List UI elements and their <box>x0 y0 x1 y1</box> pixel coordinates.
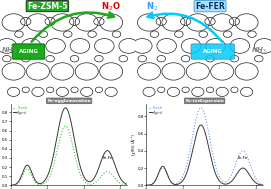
Aged <box>199 124 203 126</box>
Fresh <box>159 169 162 171</box>
Aged <box>94 174 98 176</box>
Aged <box>64 107 67 109</box>
Aged <box>218 180 222 183</box>
Text: Fe-Fe: Fe-Fe <box>238 156 248 160</box>
Line: Aged: Aged <box>11 108 127 185</box>
Y-axis label: |χ(R)| (Å⁻³): |χ(R)| (Å⁻³) <box>0 134 1 155</box>
Fresh <box>23 170 27 172</box>
Text: Fe-O: Fe-O <box>61 100 70 104</box>
Text: AGING: AGING <box>18 49 38 54</box>
Line: Aged: Aged <box>146 125 263 185</box>
Text: Fe-O: Fe-O <box>196 100 205 104</box>
FancyBboxPatch shape <box>12 44 45 59</box>
Aged <box>55 136 59 138</box>
Aged <box>126 183 129 186</box>
Fresh <box>191 136 194 138</box>
Fresh <box>64 125 67 127</box>
Text: NH$_3$: NH$_3$ <box>251 46 267 56</box>
Aged <box>183 177 186 179</box>
Legend: Fresh, Aged: Fresh, Aged <box>148 106 164 115</box>
Fresh <box>126 184 129 186</box>
Line: Fresh: Fresh <box>146 108 263 185</box>
Aged <box>83 177 86 179</box>
Text: Fe-Fe: Fe-Fe <box>102 156 112 160</box>
Aged <box>229 181 232 183</box>
Fresh <box>145 184 148 186</box>
Fresh <box>218 177 222 179</box>
Text: Fe-FER: Fe-FER <box>195 2 225 11</box>
Legend: Fresh, Aged: Fresh, Aged <box>13 106 28 115</box>
Fresh <box>199 107 203 109</box>
Fresh <box>261 183 264 186</box>
Fresh <box>47 177 50 180</box>
Fresh <box>229 175 232 177</box>
Text: N$_2$O: N$_2$O <box>101 1 121 13</box>
Text: Fe-ZSM-5: Fe-ZSM-5 <box>27 2 67 11</box>
Fresh <box>55 150 59 153</box>
Title: Fe-agglomeration: Fe-agglomeration <box>47 99 91 103</box>
Aged <box>93 175 97 177</box>
Text: N$_2$: N$_2$ <box>146 1 158 13</box>
Aged <box>261 184 264 186</box>
Aged <box>23 166 27 169</box>
Text: AGING: AGING <box>203 49 223 54</box>
Line: Fresh: Fresh <box>11 126 127 185</box>
Aged <box>47 171 50 174</box>
Fresh <box>93 182 97 184</box>
Y-axis label: |χ(R)| (Å⁻³): |χ(R)| (Å⁻³) <box>131 134 136 155</box>
Fresh <box>83 180 86 183</box>
Fresh <box>9 184 12 186</box>
Fresh <box>230 174 233 176</box>
Fresh <box>183 171 186 174</box>
Aged <box>191 150 194 152</box>
Aged <box>9 184 12 186</box>
FancyBboxPatch shape <box>191 44 234 59</box>
Aged <box>230 180 233 183</box>
Text: NH$_3$: NH$_3$ <box>1 46 18 56</box>
Title: Fe-redispersion: Fe-redispersion <box>185 99 224 103</box>
Fresh <box>94 181 98 183</box>
Aged <box>159 168 162 170</box>
Aged <box>145 184 148 186</box>
